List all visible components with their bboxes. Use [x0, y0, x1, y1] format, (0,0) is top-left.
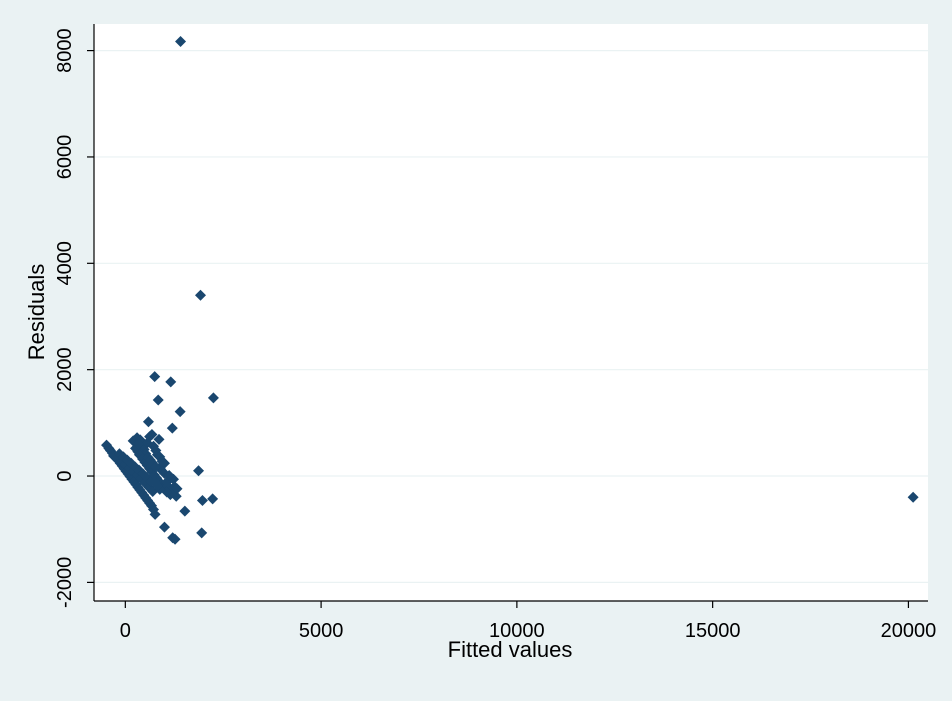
data-point [165, 376, 177, 388]
data-point [163, 469, 175, 481]
data-point [196, 527, 208, 539]
data-point [175, 36, 187, 48]
data-point [171, 483, 183, 495]
x-tick-label: 5000 [299, 620, 344, 642]
data-point [149, 371, 161, 383]
y-tick-label: -2000 [54, 557, 76, 608]
y-tick-label: 6000 [54, 135, 76, 180]
data-point [195, 289, 207, 301]
data-point [907, 491, 919, 503]
data-point [149, 508, 161, 520]
data-point [153, 433, 165, 445]
data-point [166, 422, 178, 434]
data-point [146, 429, 158, 441]
data-point [207, 493, 219, 505]
y-axis-label: Residuals [24, 264, 49, 361]
data-point [152, 394, 164, 406]
x-tick-label: 20000 [881, 620, 937, 642]
plot-area [94, 24, 928, 601]
y-tick-label: 8000 [54, 28, 76, 72]
data-points [101, 36, 919, 545]
x-tick-label: 15000 [685, 620, 741, 642]
data-point [158, 457, 170, 469]
data-point [207, 392, 219, 404]
x-axis-label: Fitted values [448, 637, 573, 662]
x-tick-label: 10000 [489, 620, 545, 642]
data-point [196, 494, 208, 506]
data-point [179, 505, 191, 517]
data-point [149, 476, 161, 488]
y-tick-label: 0 [54, 470, 76, 481]
y-tick-label: 4000 [54, 241, 76, 286]
data-point [132, 438, 144, 450]
data-point [170, 490, 182, 502]
data-point [193, 465, 205, 477]
data-point [149, 461, 161, 473]
axes [93, 24, 928, 602]
grid-lines [94, 49, 928, 583]
x-tick-label: 0 [120, 620, 131, 642]
ticks: -2000 0 2000 4000 6000 8000 0 5000 10000 15000 200… [54, 28, 936, 642]
y-tick-label: 2000 [54, 347, 76, 392]
data-point [158, 521, 170, 533]
data-point [169, 533, 181, 545]
data-point [142, 416, 154, 428]
data-point [174, 406, 186, 418]
